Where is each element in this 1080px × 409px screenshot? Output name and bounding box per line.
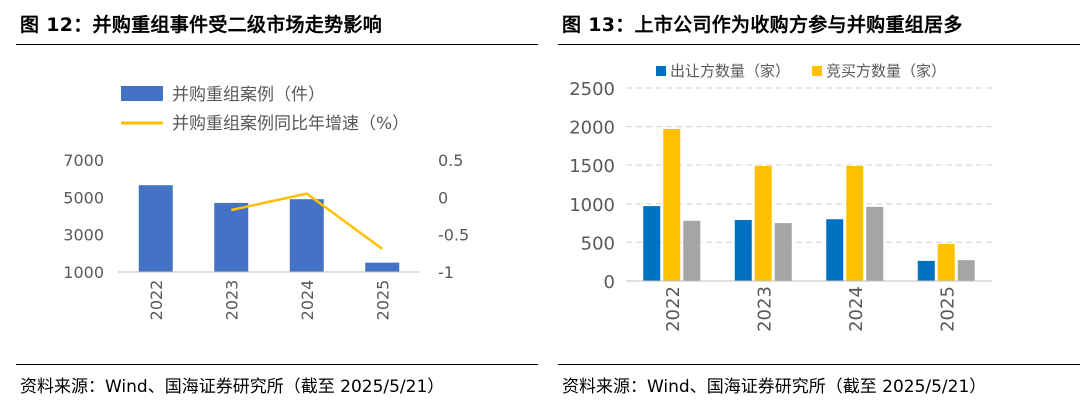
legend-bar-swatch: [121, 86, 163, 101]
right-axis-tick-label: -1: [438, 263, 454, 282]
bar-series-0-2023: [734, 220, 752, 281]
figure-13-title: 图 13：上市公司作为收购方参与并购重组居多: [562, 14, 963, 36]
x-axis-tick-label: 2024: [298, 280, 317, 321]
bar-series-2-2022: [683, 220, 701, 281]
bar-series-2-2024: [866, 206, 884, 281]
legend-seller-swatch: [656, 66, 666, 76]
legend-buyer-swatch: [812, 66, 822, 76]
left-axis-tick-label: 7000: [63, 151, 104, 170]
bar-series-0-2022: [643, 206, 661, 281]
figure-12-title: 图 12：并购重组事件受二级市场走势影响: [20, 14, 383, 36]
left-axis-tick-label: 1000: [63, 263, 104, 282]
bar-series-0-2024: [826, 219, 844, 281]
y-axis-tick-label: 2000: [569, 118, 615, 139]
legend-bar-label: 并购重组案例（件）: [172, 85, 325, 105]
x-axis-tick-label: 2025: [373, 280, 392, 321]
x-axis-tick-label: 2023: [754, 286, 775, 332]
figure-13-panel: 图 13：上市公司作为收购方参与并购重组居多 出让方数量（家） 竞买方数量（家） 2…: [542, 0, 1080, 409]
bar-cases-2023: [214, 202, 249, 272]
y-axis-tick-label: 500: [581, 233, 615, 254]
bar-cases-2025: [365, 262, 400, 272]
bar-cases-2022: [138, 185, 173, 272]
right-axis-tick-label: 0.5: [438, 151, 463, 170]
bar-series-2-2025: [957, 260, 975, 281]
bar-series-1-2023: [754, 165, 772, 281]
x-axis-tick-label: 2022: [147, 280, 166, 321]
right-axis-tick-label: 0: [438, 188, 448, 207]
bar-series-1-2024: [846, 165, 864, 281]
figure-13-top-rule: [558, 44, 1080, 45]
bar-series-1-2022: [663, 128, 681, 281]
y-axis-tick-label: 1000: [569, 195, 615, 216]
bar-series-1-2025: [937, 243, 955, 281]
legend-line-label: 并购重组案例同比年增速（%）: [172, 114, 409, 134]
figure-12-source: 资料来源：Wind、国海证券研究所（截至 2025/5/21）: [20, 377, 445, 397]
y-axis-tick-label: 2500: [569, 79, 615, 100]
x-axis-tick-label: 2022: [663, 286, 684, 332]
figure-13-source: 资料来源：Wind、国海证券研究所（截至 2025/5/21）: [562, 377, 987, 397]
figure-13-bottom-rule: [558, 364, 1080, 365]
left-axis-tick-label: 5000: [63, 188, 104, 207]
legend-seller-label: 出让方数量（家）: [670, 62, 790, 80]
y-axis-tick-label: 0: [604, 272, 615, 293]
left-axis-tick-label: 3000: [63, 226, 104, 245]
legend-buyer-label: 竞买方数量（家）: [826, 62, 946, 80]
figure-12-chart: 并购重组案例（件） 并购重组案例同比年增速（%） 7000 5000 3000 1000 0…: [63, 85, 469, 321]
figure-12-bottom-rule: [16, 364, 538, 365]
bar-series-2-2023: [774, 223, 792, 281]
x-axis-tick-label: 2025: [937, 286, 958, 332]
figure-12-panel: 图 12：并购重组事件受二级市场走势影响 并购重组案例（件） 并购重组案例同比年增…: [0, 0, 538, 409]
figure-13-chart: 出让方数量（家） 竞买方数量（家） 2500 2000 1500 1000 500 0 2022…: [569, 62, 992, 332]
bar-cases-2024: [289, 199, 324, 272]
x-axis-tick-label: 2023: [222, 280, 241, 321]
x-axis-tick-label: 2024: [846, 286, 867, 332]
y-axis-tick-label: 1500: [569, 156, 615, 177]
line-growth-rate: [230, 192, 383, 250]
bar-series-0-2025: [917, 260, 935, 281]
figure-12-top-rule: [16, 44, 538, 45]
right-axis-tick-label: -0.5: [438, 226, 469, 245]
